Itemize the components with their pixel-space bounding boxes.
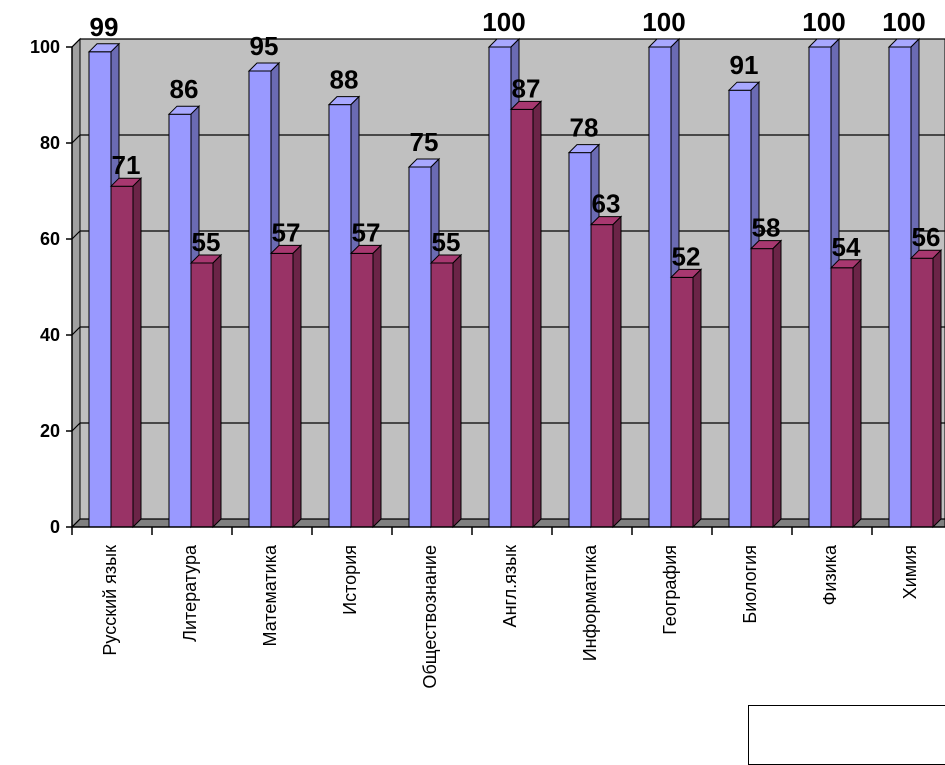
- bar-series-2: [269, 244, 303, 529]
- category-label: Информатика: [580, 544, 600, 661]
- y-axis: 0 20 40 60 80 100: [30, 37, 73, 537]
- category-label: География: [660, 545, 680, 635]
- category-label: Физика: [820, 544, 840, 605]
- data-label-series-1: 78: [570, 113, 599, 143]
- data-label-series-2: 63: [592, 189, 621, 219]
- bar-series-2: [509, 100, 543, 529]
- data-label-series-1: 100: [802, 7, 845, 37]
- data-label-series-1: 75: [410, 127, 439, 157]
- category-label: Обществознание: [420, 545, 440, 689]
- bar-series-2: [749, 239, 783, 529]
- data-label-series-2: 87: [512, 73, 541, 103]
- data-label-series-1: 95: [250, 31, 279, 61]
- bar-series-2: [669, 268, 703, 529]
- bar-series-2: [589, 215, 623, 529]
- data-label-series-2: 56: [912, 222, 941, 252]
- legend-box: [748, 705, 945, 765]
- category-label: История: [340, 545, 360, 615]
- data-labels: 99 71 86 55 95 57 88 57 75 55 100 87 78 63 100 52 91 58 10…: [90, 7, 941, 271]
- category-label: Англ.язык: [500, 545, 520, 628]
- x-axis: Русский язык Литература Математика История О…: [71, 526, 945, 689]
- bar-series-2: [109, 176, 143, 529]
- data-label-series-1: 86: [170, 74, 199, 104]
- data-label-series-1: 100: [882, 7, 925, 37]
- bar-series-2: [909, 248, 943, 529]
- data-label-series-1: 91: [730, 50, 759, 80]
- bar-series-2: [429, 253, 463, 529]
- bar-series-2: [349, 244, 383, 529]
- data-label-series-1: 88: [330, 65, 359, 95]
- data-label-series-1: 100: [642, 7, 685, 37]
- data-label-series-2: 71: [112, 150, 141, 180]
- y-tick-label: 80: [40, 133, 60, 153]
- category-label: Русский язык: [100, 545, 120, 656]
- y-tick-label: 40: [40, 325, 60, 345]
- side-wall: [71, 37, 81, 529]
- bar-series-2: [189, 253, 223, 529]
- data-label-series-2: 57: [352, 217, 381, 247]
- category-label: Химия: [900, 545, 920, 599]
- data-label-series-2: 55: [192, 227, 221, 257]
- data-label-series-1: 100: [482, 7, 525, 37]
- y-tick-label: 0: [50, 517, 60, 537]
- category-label: Математика: [260, 544, 280, 646]
- data-label-series-2: 57: [272, 217, 301, 247]
- y-tick-label: 100: [30, 37, 60, 57]
- data-label-series-1: 99: [90, 12, 119, 42]
- bar-series-2: [829, 258, 863, 529]
- y-tick-label: 20: [40, 421, 60, 441]
- data-label-series-2: 55: [432, 227, 461, 257]
- data-label-series-2: 54: [832, 232, 861, 262]
- bar-chart: 0 20 40 60 80 100 Русский язык Литература Матем…: [30, 7, 945, 689]
- bars: [87, 37, 943, 529]
- category-label: Литература: [180, 544, 200, 642]
- data-label-series-2: 52: [672, 241, 701, 271]
- category-label: Биология: [740, 545, 760, 624]
- data-label-series-2: 58: [752, 213, 781, 243]
- y-tick-label: 60: [40, 229, 60, 249]
